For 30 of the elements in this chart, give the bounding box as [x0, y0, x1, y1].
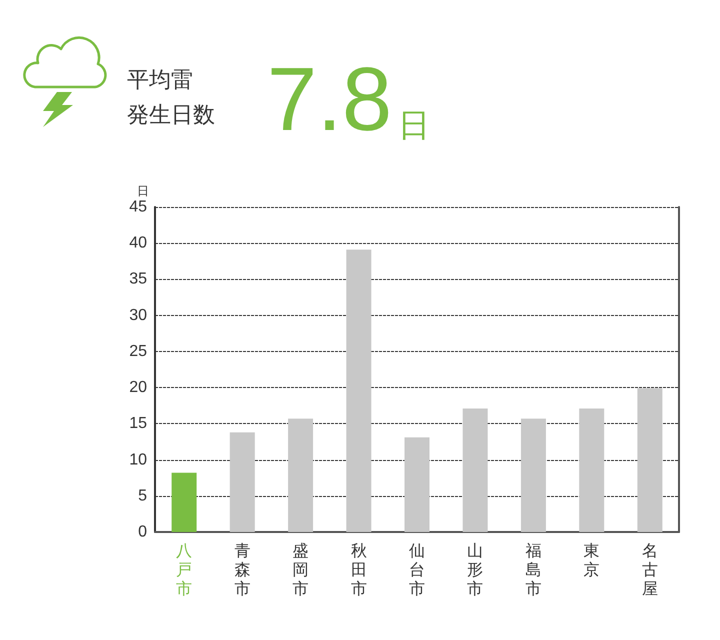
x-tick-label: 秋田市: [350, 543, 367, 598]
x-tick-label: 名古屋: [642, 543, 658, 598]
x-tick-label: 東京: [584, 542, 600, 579]
y-tick-label: 25: [129, 342, 148, 360]
bar: [579, 408, 604, 532]
bar: [230, 432, 255, 532]
bar: [346, 250, 372, 532]
y-axis-title: 日: [137, 184, 149, 198]
bar: [288, 418, 314, 532]
bar: [172, 472, 197, 532]
chart-title: 平均雷発生日数: [127, 67, 215, 127]
bar: [404, 437, 430, 532]
y-tick-label: 35: [129, 270, 148, 288]
y-tick-label: 30: [129, 306, 148, 324]
x-tick-label: 山形市: [467, 542, 484, 598]
x-tick-label: 八戸市: [176, 543, 192, 598]
x-tick-label: 盛岡市: [292, 542, 309, 598]
y-tick-label: 40: [129, 234, 148, 252]
y-tick-label: 10: [129, 451, 148, 468]
bar: [520, 418, 546, 532]
bar: [462, 408, 488, 532]
x-tick-label: 仙台市: [409, 543, 425, 598]
y-tick-label: 0: [138, 524, 148, 540]
y-tick-label: 15: [129, 415, 148, 432]
bar: [637, 388, 662, 532]
x-tick-label: 青森市: [234, 542, 250, 598]
y-tick-label: 20: [129, 379, 148, 396]
y-tick-label: 5: [138, 487, 148, 504]
y-tick-label: 45: [129, 198, 148, 216]
x-tick-label: 福島市: [525, 542, 542, 598]
